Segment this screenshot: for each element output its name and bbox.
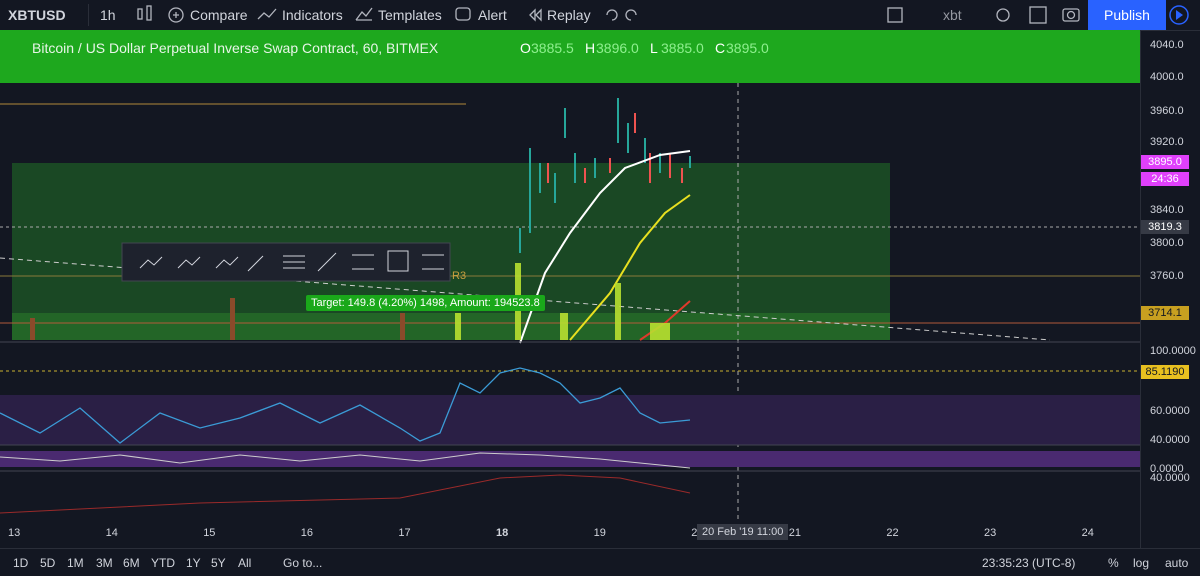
time-label: 15 (203, 527, 216, 539)
replay[interactable]: Replay (547, 7, 591, 23)
price-label: 3760.0 (1150, 270, 1184, 282)
toolbar-icons (137, 5, 1189, 25)
range-button[interactable]: 3M (96, 556, 113, 570)
top-toolbar: XBTUSD 1h Compare Indicators Templates A… (0, 0, 1200, 31)
level-badge: 3714.1 (1141, 306, 1189, 320)
crosshair-time: 20 Feb '19 11:00 (697, 524, 789, 540)
crosshair-price: 3819.3 (1141, 220, 1189, 234)
legend-bar (0, 30, 1140, 83)
price-label: 3920.0 (1150, 136, 1184, 148)
ohlc-value: 3896.0 (596, 40, 639, 56)
price-label: 3800.0 (1150, 237, 1184, 249)
layout-name[interactable]: xbt (943, 7, 962, 23)
pivot-label: R3 (452, 270, 467, 282)
compare[interactable]: Compare (190, 7, 248, 23)
indicator-label: 40.0000 (1150, 472, 1190, 484)
countdown-badge: 24:36 (1141, 172, 1189, 186)
price-label: 4000.0 (1150, 71, 1184, 83)
price-label: 3840.0 (1150, 204, 1184, 216)
range-button[interactable]: 5Y (211, 556, 226, 570)
range-button[interactable]: 1D (13, 556, 29, 570)
time-label: 16 (300, 527, 314, 539)
time-label: 22 (886, 527, 899, 539)
templates[interactable]: Templates (378, 7, 442, 23)
indicators[interactable]: Indicators (282, 7, 343, 23)
time-label: 13 (8, 527, 21, 539)
range-button[interactable]: All (238, 556, 252, 570)
interval[interactable]: 1h (100, 7, 116, 23)
indicator-label: 100.0000 (1150, 345, 1196, 357)
time-label: 17 (398, 527, 411, 539)
time-label: 21 (788, 527, 802, 539)
scale-option[interactable]: auto (1165, 556, 1189, 570)
ohlc-value: 3885.5 (531, 40, 574, 56)
price-label: 4040.0 (1150, 39, 1184, 51)
axis-border (1140, 30, 1141, 548)
scale-option[interactable]: % (1108, 556, 1119, 570)
scale-option[interactable]: log (1133, 556, 1150, 570)
time-label: 14 (105, 527, 118, 539)
symbol[interactable]: XBTUSD (8, 7, 66, 23)
indicator-label: 40.0000 (1150, 434, 1190, 446)
goto-button[interactable]: Go to... (283, 556, 323, 570)
bottom-bar: 1D 5D 1M 3M 6M YTD 1Y 5Y All Go to... 23:35:23 (UT… (0, 548, 1200, 576)
separator (88, 4, 89, 26)
chart-drawing (0, 83, 1140, 520)
alert[interactable]: Alert (478, 7, 507, 23)
range-button[interactable]: 5D (40, 556, 56, 570)
ohlc-value: 3885.0 (661, 40, 704, 56)
price-label: 3960.0 (1150, 105, 1184, 117)
ohlc-value: 3895.0 (726, 40, 769, 56)
time-label: 18 (496, 527, 509, 539)
indicator-label: 60.0000 (1150, 405, 1190, 417)
range-button[interactable]: 1M (67, 556, 84, 570)
time-label: 23 (984, 527, 997, 539)
publish-button[interactable]: Publish (1088, 0, 1166, 30)
indicator-label: 0.0000 (1150, 463, 1184, 475)
range-button[interactable]: 1Y (186, 556, 201, 570)
target-label: Target: 149.8 (4.20%) 1498, Amount: 1945… (306, 295, 545, 311)
range-button[interactable]: 6M (123, 556, 140, 570)
ohlc-key: H (585, 40, 596, 56)
indicator-badge: 85.1190 (1141, 365, 1189, 379)
range-button[interactable]: YTD (151, 556, 175, 570)
time-label: 19 (593, 527, 606, 539)
ohlc-key: L (650, 40, 658, 56)
clock: 23:35:23 (UTC-8) (982, 556, 1076, 570)
legend-title: Bitcoin / US Dollar Perpetual Inverse Sw… (32, 40, 439, 56)
time-label: 2 (691, 527, 698, 539)
time-label: 24 (1081, 527, 1094, 539)
last-price-badge: 3895.0 (1141, 155, 1189, 169)
ohlc-key: O (520, 40, 531, 56)
ohlc-key: C (715, 40, 726, 56)
